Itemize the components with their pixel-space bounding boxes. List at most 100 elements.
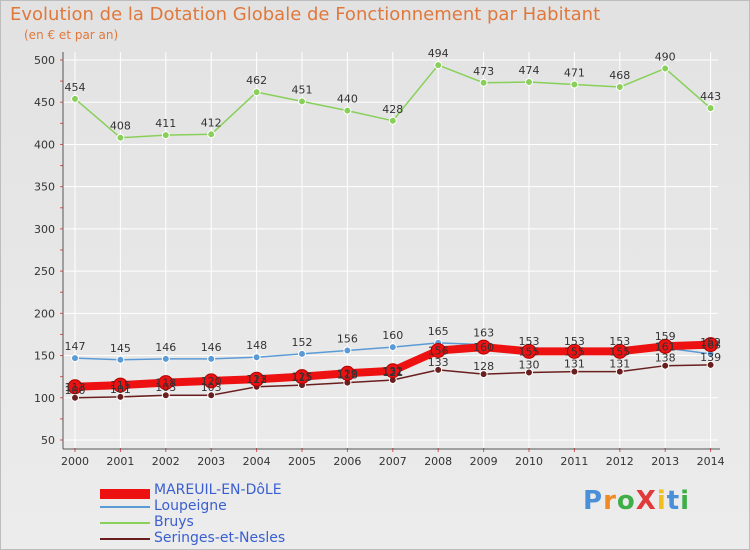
data-label: 148 [246,339,267,352]
data-label: 152 [700,336,721,349]
x-tick-label: 2009 [470,455,498,468]
data-label: 138 [655,352,676,365]
x-tick-label: 2011 [560,455,588,468]
data-point [67,379,83,395]
data-point [343,346,352,355]
data-label: 115 [110,379,131,392]
data-point [298,97,306,106]
data-point [479,370,488,379]
data-point [703,337,719,353]
y-tick-label: 100 [34,392,55,405]
x-tick-label: 2003 [197,455,225,468]
data-point [385,363,401,379]
data-point [434,61,443,70]
data-label: 163 [473,327,494,340]
data-point [570,367,579,376]
legend-swatch-seringes [100,538,150,540]
data-label: 131 [564,358,585,371]
x-tick-label: 2001 [106,455,134,468]
y-tick-label: 450 [34,96,55,109]
data-label: 101 [110,383,131,396]
data-point [161,131,170,140]
data-point [116,133,125,142]
data-point [71,94,79,103]
data-label: 468 [609,69,630,82]
data-label: 159 [655,330,676,343]
data-label: 103 [201,381,222,394]
data-label: 440 [337,93,358,106]
data-point [479,78,488,87]
logo-letter: P [583,486,604,516]
data-label: 131 [609,358,630,371]
data-label: 462 [246,74,267,87]
legend-label-mareuil: MAREUIL-EN-DôLE [154,482,282,498]
data-point [388,343,397,352]
data-point [112,377,128,393]
legend-label-loupeigne: Loupeigne [154,498,227,514]
data-label: 411 [155,117,176,130]
data-point [657,338,673,354]
data-point [706,360,715,369]
y-tick-label: 300 [34,223,55,236]
data-label: 133 [428,356,449,369]
x-tick-label: 2005 [288,455,316,468]
legend-swatch-mareuil [100,489,150,499]
y-tick-label: 350 [34,181,55,194]
data-label: 155 [519,345,540,358]
data-label: 139 [700,351,721,364]
data-point [661,361,670,370]
data-point [388,116,397,125]
proxiti-logo: ProXiti [583,486,690,516]
y-tick-label: 150 [34,350,55,363]
logo-letter: i [680,486,691,516]
x-tick-label: 2013 [651,455,679,468]
data-label: 100 [65,384,86,397]
data-label: 121 [382,366,403,379]
data-label: 155 [564,345,585,358]
y-tick-label: 500 [34,54,55,67]
data-label: 152 [292,336,313,349]
data-label: 443 [700,90,721,103]
x-tick-label: 2007 [379,455,407,468]
data-point [249,371,265,387]
legend-swatch-bruys [100,522,150,524]
data-point [161,354,170,363]
data-point [161,391,170,400]
x-tick-label: 2000 [61,455,89,468]
data-label: 474 [519,64,540,77]
data-label: 408 [110,120,131,133]
data-label: 156 [337,332,358,345]
data-point [298,349,306,358]
data-label: 132 [382,365,403,378]
data-point [343,106,352,115]
y-tick-label: 400 [34,138,55,151]
data-label: 454 [65,81,86,94]
data-label: 113 [65,381,86,394]
data-label: 471 [564,66,585,79]
data-label: 118 [337,369,358,382]
data-point [434,365,443,374]
x-tick-label: 2002 [152,455,180,468]
x-tick-label: 2008 [424,455,452,468]
data-label: 490 [655,50,676,63]
data-label: 130 [519,358,540,371]
data-point [116,392,125,401]
data-point [570,80,579,89]
x-tick-label: 2006 [333,455,361,468]
data-label: 163 [700,339,721,352]
chart-subtitle: (en € et par an) [24,28,119,42]
data-label: 146 [155,341,176,354]
data-label: 155 [609,345,630,358]
logo-letter: t [666,486,681,516]
data-label: 153 [519,335,540,348]
logo-letter: r [603,486,617,516]
y-tick-label: 250 [34,265,55,278]
logo-letter: X [635,486,657,516]
x-tick-label: 2010 [515,455,543,468]
chart-title: Evolution de la Dotation Globale de Fonc… [10,4,601,25]
logo-letter: i [656,486,667,516]
data-point [566,343,582,359]
data-label: 129 [337,367,358,380]
data-point [203,373,219,389]
